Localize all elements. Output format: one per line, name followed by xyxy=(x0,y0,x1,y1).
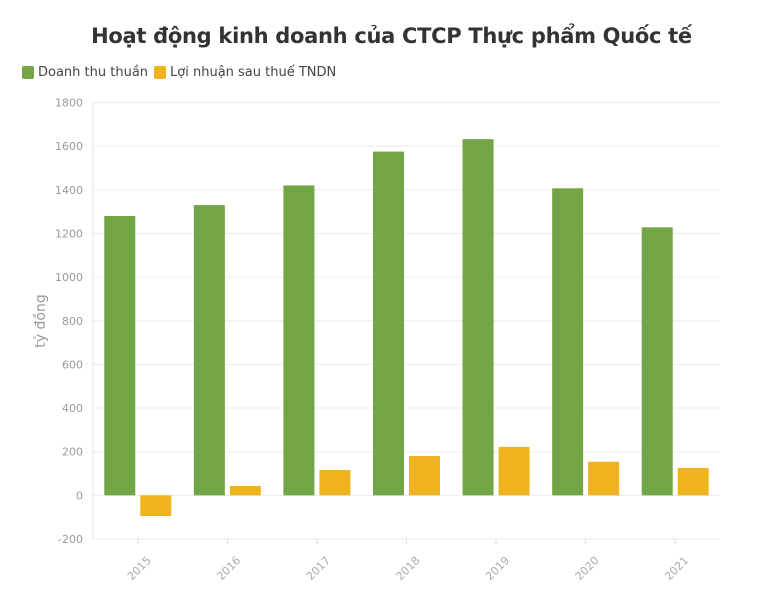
y-tick-label: 1000 xyxy=(55,271,83,284)
bar-revenue-2019 xyxy=(462,139,494,496)
y-tick-label: 1400 xyxy=(55,184,83,197)
y-tick-label: 200 xyxy=(62,446,83,459)
bar-profit-2018 xyxy=(409,456,440,496)
bar-revenue-2021 xyxy=(641,227,673,496)
y-tick-label: 1800 xyxy=(55,97,83,110)
legend: Doanh thu thuần Lợi nhuận sau thuế TNDN xyxy=(22,65,342,80)
legend-label-profit: Lợi nhuận sau thuế TNDN xyxy=(170,65,337,80)
x-tick-label: 2021 xyxy=(662,554,691,583)
y-tick-label: 400 xyxy=(62,402,83,415)
y-axis-label: tỷ đồng xyxy=(32,294,49,347)
x-tick-label: 2016 xyxy=(214,554,243,583)
y-tick-label: 0 xyxy=(76,489,83,502)
y-tick-label: -200 xyxy=(58,533,83,546)
bar-profit-2017 xyxy=(319,470,351,496)
x-tick-label: 2015 xyxy=(125,554,154,583)
x-tick-label: 2017 xyxy=(304,554,333,583)
bar-revenue-2018 xyxy=(373,151,404,496)
bar-profit-2015 xyxy=(140,495,172,517)
legend-item-profit[interactable]: Lợi nhuận sau thuế TNDN xyxy=(154,65,336,80)
bar-profit-2016 xyxy=(229,485,261,496)
chart-title: Hoạt động kinh doanh của CTCP Thực phẩm … xyxy=(91,24,692,48)
bar-profit-2020 xyxy=(588,461,620,496)
bar-revenue-2020 xyxy=(552,188,584,496)
bar-revenue-2015 xyxy=(104,215,136,496)
legend-item-revenue[interactable]: Doanh thu thuần xyxy=(22,65,148,80)
bar-revenue-2016 xyxy=(193,205,225,496)
legend-swatch-revenue xyxy=(22,66,34,79)
legend-swatch-profit xyxy=(154,66,167,79)
bar-revenue-2017 xyxy=(283,185,315,496)
x-tick-label: 2019 xyxy=(483,554,512,583)
y-tick-label: 1600 xyxy=(55,140,83,153)
y-tick-label: 600 xyxy=(62,358,83,371)
y-tick-label: 1200 xyxy=(55,227,83,240)
bar-profit-2019 xyxy=(498,446,530,496)
x-tick-label: 2018 xyxy=(394,554,423,583)
x-tick-label: 2020 xyxy=(573,554,602,583)
bar-profit-2021 xyxy=(677,468,709,496)
y-tick-label: 800 xyxy=(62,315,83,328)
legend-label-revenue: Doanh thu thuần xyxy=(38,65,149,80)
